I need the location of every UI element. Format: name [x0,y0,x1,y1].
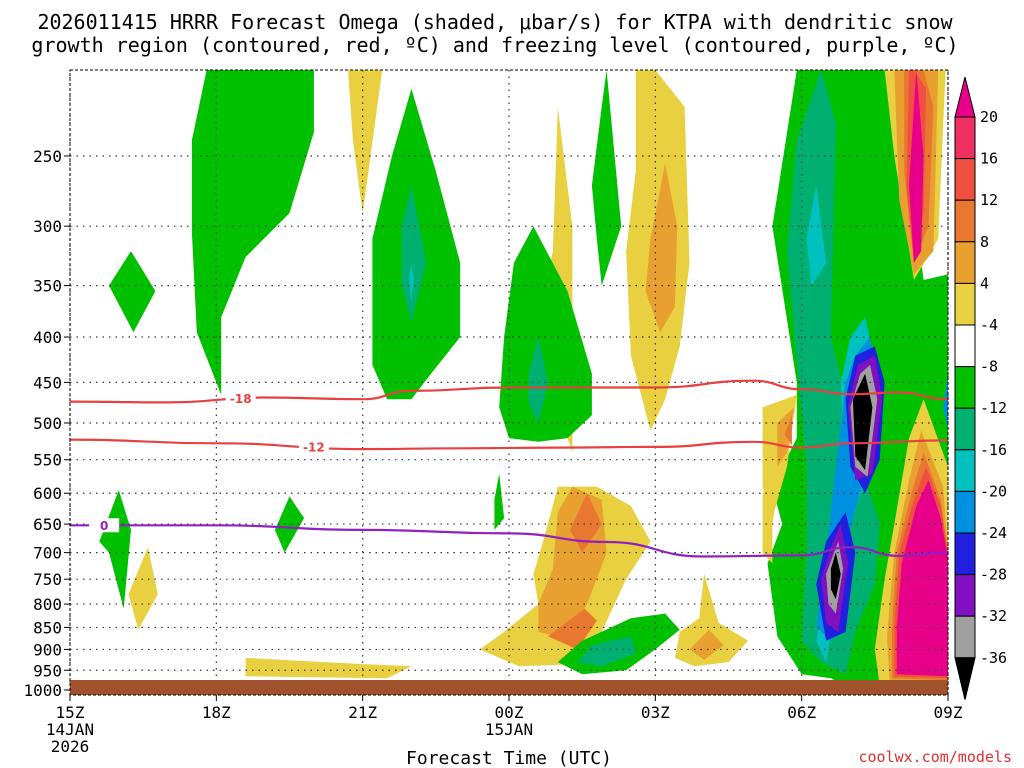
y-tick-label-7: 600 [33,484,62,503]
omega-shading [99,70,948,689]
omega-region-45 [909,70,924,263]
omega-region-5 [409,262,414,302]
x-tick-label-0-0: 15Z [56,703,85,722]
colorbar-label-0: 20 [980,108,998,126]
omega-region-20 [548,608,597,650]
y-tick-label-14: 950 [33,661,62,680]
y-tick-label-15: 1000 [23,681,62,700]
omega-region-19 [570,493,602,553]
x-tick-label-6-0: 09Z [934,703,963,722]
x-tick-label-5-0: 06Z [787,703,816,722]
contours: -18 -12 0 [69,379,949,558]
colorbar-box-0 [954,116,976,160]
colorbar-label-11: -28 [980,566,1007,584]
x-tick-label-1-0: 18Z [202,703,231,722]
colorbar-label-4: 4 [980,274,989,292]
omega-region-2 [348,70,383,214]
colorbar-box-1 [954,158,976,201]
x-tick-label-4-0: 03Z [641,703,670,722]
colorbar-box-2 [954,199,976,243]
contour-line-1 [69,438,949,451]
colorbar-box-11 [954,574,976,617]
omega-region-38 [830,552,841,600]
colorbar-top-triangle [954,76,976,118]
omega-region-21 [245,657,412,679]
colorbar-box-6 [954,366,976,409]
y-tick-label-1: 300 [33,217,62,236]
y-tick-label-10: 750 [33,570,62,589]
colorbar-label-8: -16 [980,441,1007,459]
colorbar-label-2: 12 [980,191,998,209]
y-tick-label-9: 700 [33,544,62,563]
omega-region-25 [689,629,724,660]
x-tick-label-3-1: 15JAN [485,720,533,739]
colorbar-box-7 [954,407,976,451]
colorbar-label-6: -8 [980,358,998,376]
y-tick-label-12: 850 [33,618,62,637]
colorbar-label-10: -24 [980,524,1007,542]
colorbar-label-3: 8 [980,233,989,251]
x-tick-label-2-0: 21Z [348,703,377,722]
omega-region-4 [401,185,427,323]
contour-line-2 [70,524,949,558]
x-tick-label-0-2: 2026 [51,737,90,756]
colorbar-label-7: -12 [980,399,1007,417]
terrain-ground [70,680,948,695]
colorbar-label-1: 16 [980,150,998,168]
omega-region-16 [128,547,158,630]
omega-region-14 [494,473,505,530]
y-tick-label-13: 900 [33,640,62,659]
y-tick-label-11: 800 [33,595,62,614]
x-tick-label-3-0: 00Z [495,703,524,722]
colorbar-label-12: -32 [980,607,1007,625]
colorbar-box-9 [954,490,976,534]
colorbar-box-12 [954,615,976,659]
x-axis-title: Forecast Time (UTC) [406,748,612,768]
contour-label-bg-2 [89,518,120,533]
omega-region-1 [191,70,314,395]
y-tick-label-3: 400 [33,328,62,347]
omega-region-9 [591,70,622,286]
colorbar-bottom-triangle [954,657,976,700]
colorbar-box-10 [954,532,976,576]
y-tick-label-5: 500 [33,414,62,433]
omega-region-0 [109,251,156,333]
y-tick-label-6: 550 [33,451,62,470]
omega-region-34 [852,373,873,471]
colorbar: 20 16 12 8 4 -4 -8 -12 -16 -20 -24 -28 -32 -36 [954,76,1007,700]
omega-region-23 [577,636,636,667]
omega-region-11 [645,163,678,333]
colorbar-label-5: -4 [980,316,998,334]
contour-label-bg-0 [225,391,256,406]
colorbar-box-4 [954,282,976,326]
colorbar-box-3 [954,241,976,284]
omega-region-53 [784,415,792,446]
contour-label-2: 0 [100,519,108,533]
contour-label-bg-1 [298,440,329,455]
credit-text: coolwx.com/models [858,748,1012,766]
chart-title-line2: growth region (contoured, red, ºC) and f… [31,33,958,57]
colorbar-label-9: -20 [980,482,1007,500]
omega-region-28 [806,185,827,286]
omega-region-13 [274,496,305,553]
x-tick-label-0-1: 14JAN [46,720,94,739]
omega-region-24 [674,574,748,667]
y-axis-ticks: 250 300 350 400 450 500 550 600 650 700 750 800 850 9… [23,147,70,700]
omega-region-40 [943,373,948,431]
colorbar-box-8 [954,449,976,492]
chart-title-line1: 2026011415 HRRR Forecast Omega (shaded, … [37,10,953,34]
colorbar-label-13: -36 [980,649,1007,667]
y-tick-label-2: 350 [33,277,62,296]
y-tick-label-0: 250 [33,147,62,166]
y-tick-label-8: 650 [33,515,62,534]
omega-region-12 [635,70,653,107]
contour-label-0: -18 [230,392,252,406]
omega-region-54 [762,459,783,564]
contour-label-1: -12 [303,441,325,455]
omega-region-8 [528,337,548,423]
colorbar-box-5 [954,324,976,368]
y-tick-label-4: 450 [33,373,62,392]
